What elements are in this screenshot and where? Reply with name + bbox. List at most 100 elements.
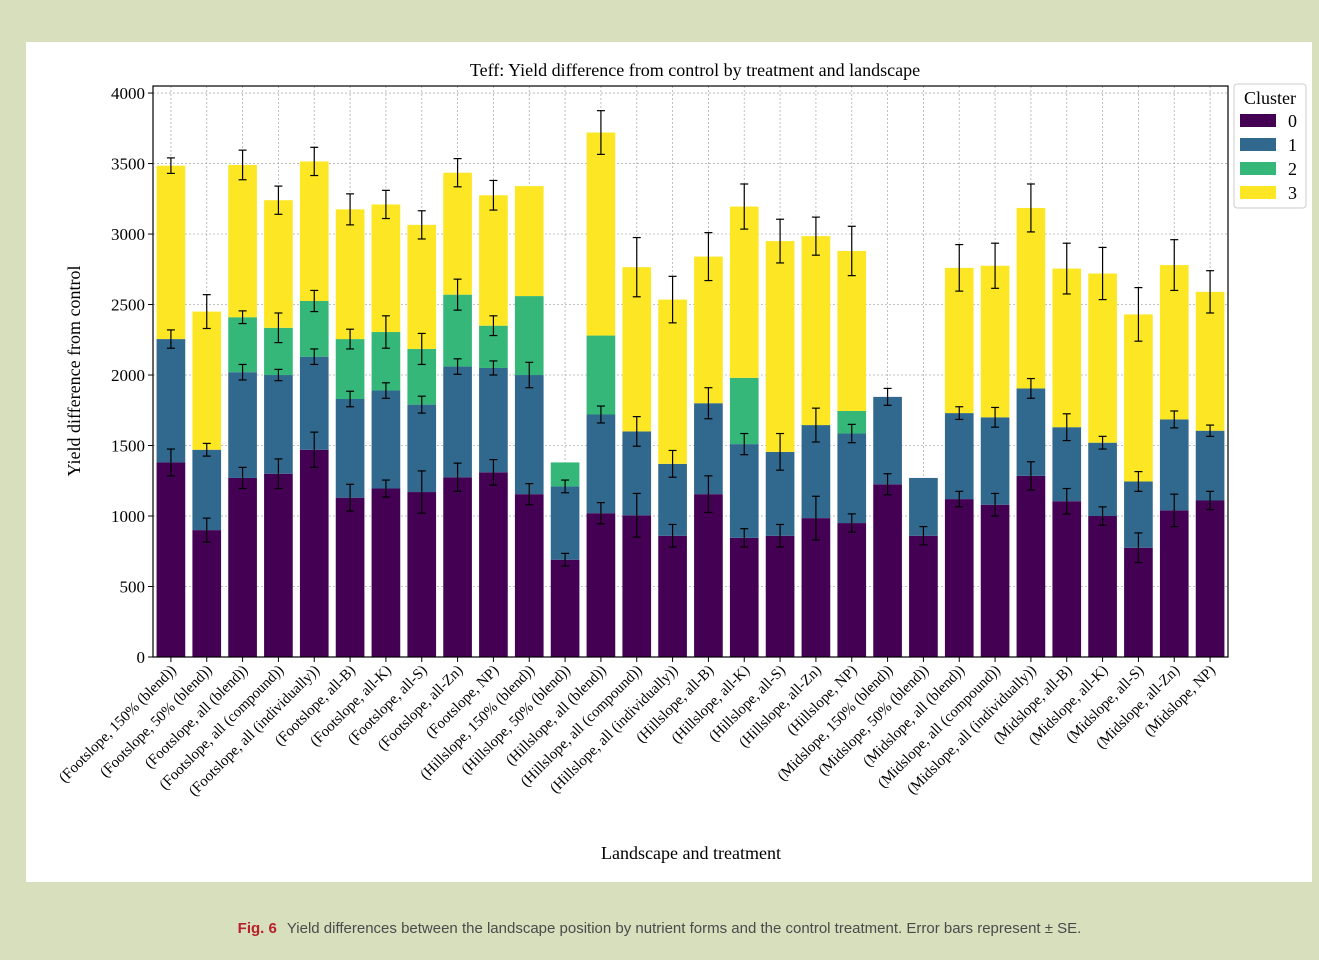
caption-text: Yield differences between the landscape … [286, 920, 1082, 937]
bar-cluster-0 [944, 499, 974, 657]
bar-cluster-0 [729, 537, 759, 657]
bar-cluster-2 [550, 462, 580, 487]
x-axis-label: Landscape and treatment [601, 843, 781, 863]
legend-label: 1 [1288, 135, 1297, 155]
bar-cluster-2 [837, 410, 867, 434]
bar-cluster-0 [550, 559, 580, 657]
bar-cluster-1 [873, 396, 902, 485]
y-tick-label: 1500 [111, 437, 145, 456]
bar-cluster-0 [514, 494, 544, 657]
bar-cluster-1 [228, 372, 257, 478]
y-tick-label: 4000 [111, 84, 145, 103]
bar-cluster-1 [335, 398, 365, 498]
bar-cluster-1 [550, 486, 580, 560]
bar-cluster-3 [729, 206, 759, 378]
bar-cluster-0 [980, 504, 1010, 657]
bar-cluster-0 [479, 472, 508, 657]
bar-cluster-0 [1195, 500, 1225, 657]
bar-cluster-3 [192, 311, 222, 450]
bar-cluster-3 [1124, 314, 1153, 482]
bar-cluster-3 [980, 265, 1010, 418]
legend-swatch-2 [1240, 162, 1276, 175]
legend-swatch-0 [1240, 114, 1276, 127]
bar-cluster-0 [192, 530, 222, 657]
bar-cluster-0 [837, 523, 867, 657]
bar-cluster-0 [909, 535, 938, 657]
legend-items: 0 1 2 3 [1240, 111, 1297, 203]
bar-cluster-1 [479, 367, 508, 473]
bar-cluster-3 [1016, 207, 1046, 389]
y-axis-label: Yield difference from control [64, 265, 84, 476]
bar-cluster-0 [1124, 547, 1153, 657]
bar-cluster-3 [765, 241, 795, 452]
bar-cluster-0 [694, 494, 723, 657]
bar-cluster-2 [228, 317, 257, 373]
bar-cluster-3 [479, 195, 508, 326]
bar-cluster-3 [443, 172, 472, 295]
bar-cluster-3 [335, 209, 365, 340]
stacked-bar-chart: Teff: Yield difference from control by t… [56, 60, 1307, 863]
y-tick-label: 1000 [111, 507, 145, 526]
bar-cluster-3 [514, 186, 544, 297]
plot-frame [152, 85, 1229, 658]
legend-swatch-1 [1240, 138, 1276, 151]
figure-caption: Fig. 6 Yield differences between the land… [0, 920, 1319, 937]
bar-cluster-0 [1052, 501, 1082, 657]
bar-cluster-0 [658, 535, 687, 657]
chart-title: Teff: Yield difference from control by t… [470, 60, 920, 80]
bar-cluster-0 [1016, 475, 1046, 657]
bar-cluster-0 [407, 492, 437, 657]
bar-cluster-1 [837, 433, 867, 524]
bar-cluster-0 [1088, 516, 1117, 657]
bar-cluster-3 [658, 299, 687, 464]
bar-cluster-3 [228, 164, 257, 318]
bar-cluster-1 [371, 390, 401, 489]
legend: Cluster 0 1 2 3 [1233, 83, 1307, 209]
y-tick-label: 2000 [111, 366, 145, 385]
bar-cluster-0 [264, 473, 293, 657]
bar-cluster-0 [873, 484, 902, 657]
bar-cluster-0 [1159, 510, 1189, 657]
bar-cluster-3 [1195, 291, 1225, 431]
x-axis-ticks: (Footslope, 150% (blend))(Footslope, 50%… [56, 657, 1219, 800]
legend-title: Cluster [1244, 88, 1296, 108]
y-tick-label: 2500 [111, 296, 145, 315]
bar-cluster-0 [622, 515, 652, 657]
bar-cluster-0 [586, 513, 616, 657]
bar-cluster-2 [586, 335, 616, 415]
y-tick-label: 3500 [111, 155, 145, 174]
bar-cluster-0 [801, 518, 831, 657]
y-tick-label: 3000 [111, 225, 145, 244]
bar-cluster-3 [801, 236, 831, 426]
bar-cluster-1 [443, 366, 472, 478]
figure-panel: Teff: Yield difference from control by t… [26, 42, 1312, 882]
legend-label: 3 [1288, 183, 1297, 203]
legend-label: 0 [1288, 111, 1297, 131]
bar-cluster-3 [299, 161, 329, 302]
bar-layer [156, 132, 1225, 657]
y-tick-label: 0 [137, 648, 146, 667]
bar-cluster-3 [586, 132, 616, 336]
bar-cluster-0 [156, 462, 186, 657]
legend-swatch-3 [1240, 186, 1276, 199]
y-axis-ticks: 0 500 1000 1500 2000 2500 3000 3500 4000 [111, 84, 153, 667]
bar-cluster-1 [944, 413, 974, 500]
bar-cluster-1 [514, 375, 544, 495]
bar-cluster-1 [1195, 430, 1225, 501]
bar-cluster-3 [264, 200, 293, 328]
bar-cluster-0 [443, 477, 472, 657]
bar-cluster-0 [765, 535, 795, 657]
figure-label: Fig. 6 [237, 920, 277, 937]
bar-cluster-3 [944, 267, 974, 414]
bar-cluster-1 [192, 449, 222, 531]
y-tick-label: 500 [120, 578, 146, 597]
bar-cluster-0 [228, 477, 257, 657]
bar-cluster-0 [371, 488, 401, 657]
bar-cluster-1 [264, 375, 293, 474]
bar-cluster-3 [371, 204, 401, 333]
bar-cluster-3 [156, 165, 186, 340]
bar-cluster-3 [1088, 273, 1117, 443]
bar-cluster-0 [299, 449, 329, 657]
bar-cluster-0 [335, 497, 365, 657]
bar-cluster-1 [980, 417, 1010, 505]
